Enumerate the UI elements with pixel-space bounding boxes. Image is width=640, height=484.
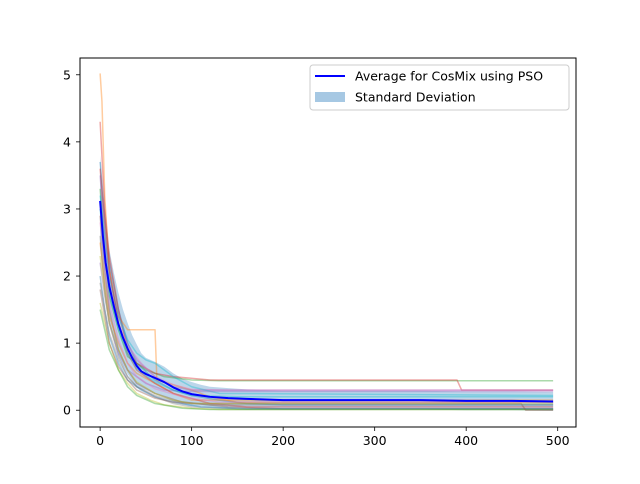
run-line-18 [99,255,554,405]
run-line-4 [99,175,554,391]
run-line-13 [99,168,554,408]
std-band-layer [100,155,554,411]
x-tick-label-3: 300 [363,433,387,448]
y-tick-label-4: 4 [63,134,71,149]
y-tick-label-2: 2 [63,269,71,284]
run-line-8 [99,302,554,411]
run-line-11 [99,242,554,401]
run-line-3 [99,121,554,391]
run-line-17 [99,282,554,406]
run-line-12 [99,309,554,411]
run-line-6 [99,202,554,391]
x-tick-label-2: 200 [271,433,295,448]
y-tick-label-3: 3 [63,201,71,216]
run-line-16 [99,222,554,403]
average-line [99,200,554,403]
average-line-layer [99,200,554,403]
y-tick-label-0: 0 [63,403,71,418]
legend-std-label: Standard Deviation [355,90,476,105]
legend-std-swatch [315,92,345,102]
std-band [100,155,554,411]
y-tick-label-5: 5 [63,67,71,82]
plot-area [99,73,554,411]
x-axis: 0 100 200 300 400 500 [96,427,570,448]
legend-box [309,64,570,111]
run-line-0 [99,161,554,406]
run-line-10 [99,275,554,410]
run-line-5 [99,215,554,410]
run-line-14 [99,262,554,393]
legend: Average for CosMix using PSO Standard De… [309,64,570,111]
run-line-7 [99,235,554,410]
axes-frame [79,57,577,428]
x-tick-label-4: 400 [454,433,478,448]
legend-average-label: Average for CosMix using PSO [355,69,543,84]
run-line-15 [99,289,554,411]
y-tick-label-1: 1 [63,336,71,351]
y-axis: 0 1 2 3 4 5 [63,67,80,418]
x-tick-label-5: 500 [546,433,570,448]
x-tick-label-1: 100 [180,433,204,448]
run-line-9 [99,195,554,397]
x-tick-label-0: 0 [96,433,104,448]
